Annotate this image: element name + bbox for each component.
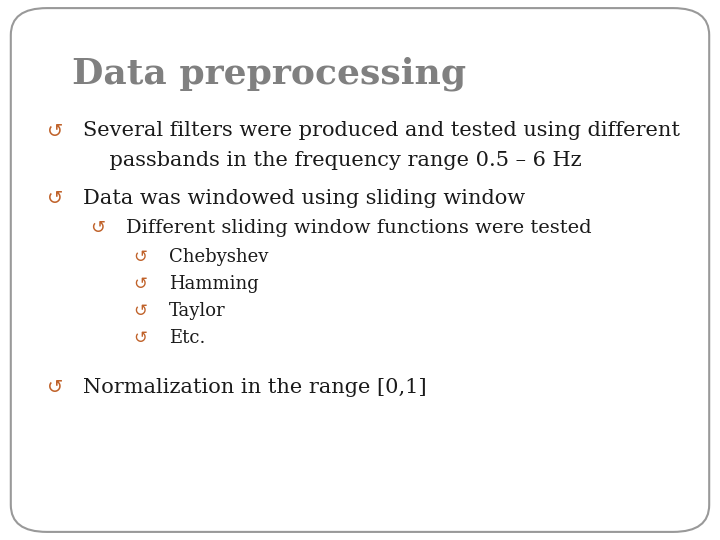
Text: ↺: ↺ [47, 189, 63, 208]
Text: ↺: ↺ [47, 378, 63, 397]
Text: Data preprocessing: Data preprocessing [72, 57, 466, 91]
Text: ↺: ↺ [133, 248, 147, 266]
Text: ↺: ↺ [133, 329, 147, 347]
Text: ↺: ↺ [133, 275, 147, 293]
Text: Etc.: Etc. [169, 329, 206, 347]
Text: Chebyshev: Chebyshev [169, 248, 269, 266]
Text: Several filters were produced and tested using different: Several filters were produced and tested… [83, 122, 680, 140]
Text: ↺: ↺ [133, 302, 147, 320]
Text: Data was windowed using sliding window: Data was windowed using sliding window [83, 189, 525, 208]
Text: Normalization in the range [0,1]: Normalization in the range [0,1] [83, 378, 426, 397]
Text: passbands in the frequency range 0.5 – 6 Hz: passbands in the frequency range 0.5 – 6… [83, 151, 582, 170]
Text: ↺: ↺ [90, 219, 105, 237]
Text: ↺: ↺ [47, 122, 63, 140]
Text: Hamming: Hamming [169, 275, 259, 293]
Text: Taylor: Taylor [169, 302, 226, 320]
Text: Different sliding window functions were tested: Different sliding window functions were … [126, 219, 592, 237]
